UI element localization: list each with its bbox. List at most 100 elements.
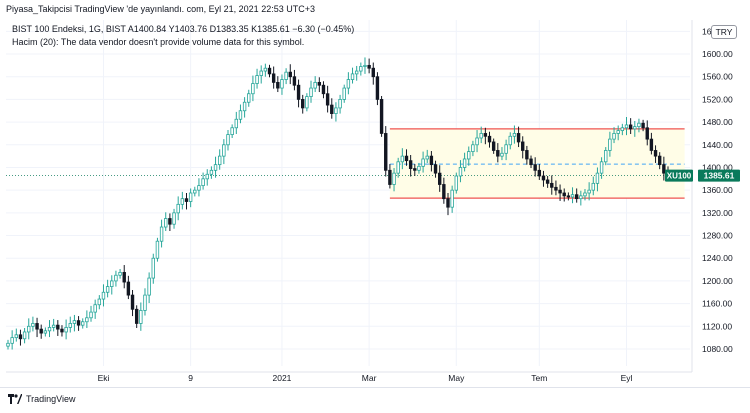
candle-body xyxy=(562,192,566,197)
candle-body xyxy=(284,71,288,80)
candle-body xyxy=(259,70,263,76)
symbol-label: XU100 xyxy=(667,172,692,181)
candle-body xyxy=(263,67,268,72)
candle-body xyxy=(147,277,151,296)
candle-body xyxy=(51,324,56,328)
candle-body xyxy=(633,126,637,130)
candle-body xyxy=(126,281,131,296)
candle-body xyxy=(653,150,658,157)
candle-body xyxy=(550,182,554,188)
candle-body xyxy=(205,173,209,180)
candle-body xyxy=(180,198,185,205)
candle-body xyxy=(247,93,251,103)
last-price-label-bg xyxy=(698,169,740,182)
candle-body xyxy=(93,304,97,313)
currency-badge[interactable]: TRY xyxy=(711,25,737,39)
candle-body xyxy=(388,169,392,185)
candle-body xyxy=(267,67,272,75)
candle-body xyxy=(56,324,60,330)
candle-body xyxy=(458,167,463,177)
candle-body xyxy=(462,158,467,168)
candle-body xyxy=(628,124,633,130)
candle-body xyxy=(143,294,147,311)
candle-body xyxy=(39,328,43,334)
x-tick-label: 2021 xyxy=(273,373,292,383)
candle-body xyxy=(491,141,496,151)
y-tick-label: 1240.00 xyxy=(702,253,733,263)
footer: TradingView xyxy=(8,394,76,404)
candle-body xyxy=(649,138,654,151)
candle-body xyxy=(537,169,542,177)
candle-body xyxy=(408,160,413,170)
candle-body xyxy=(533,164,537,171)
candle-body xyxy=(97,298,102,306)
candle-body xyxy=(608,138,612,151)
candle-body xyxy=(346,79,351,89)
candle-body xyxy=(525,150,529,160)
candle-body xyxy=(442,184,446,200)
candle-body xyxy=(375,76,380,100)
candle-body xyxy=(496,150,500,157)
candle-body xyxy=(105,286,110,293)
candle-body xyxy=(512,133,517,137)
candle-body xyxy=(371,67,375,78)
footer-brand: TradingView xyxy=(26,394,76,404)
candle-body xyxy=(176,203,180,214)
candle-body xyxy=(583,192,587,197)
tradingview-logo-icon xyxy=(8,394,22,404)
candle-body xyxy=(379,99,384,134)
candle-body xyxy=(599,161,604,174)
candle-body xyxy=(151,257,155,279)
footer-divider xyxy=(0,387,750,388)
candle-body xyxy=(238,110,243,120)
candle-body xyxy=(209,169,214,175)
candle-body xyxy=(313,81,317,89)
candle-body xyxy=(10,337,14,344)
candle-body xyxy=(130,294,135,310)
candle-body xyxy=(637,122,641,128)
candle-body xyxy=(35,323,39,330)
candle-body xyxy=(280,79,284,89)
candle-body xyxy=(22,331,27,340)
candle-body xyxy=(338,99,342,109)
candle-body xyxy=(60,328,64,333)
publisher-line: Piyasa_Takipcisi TradingView 'de yayınla… xyxy=(6,4,315,14)
candle-body xyxy=(479,133,483,139)
candle-body xyxy=(76,320,81,326)
candle-body xyxy=(454,175,459,191)
candle-body xyxy=(591,182,595,191)
candle-body xyxy=(330,104,334,114)
candle-body xyxy=(305,96,309,109)
candle-body xyxy=(521,141,525,151)
candle-body xyxy=(545,179,550,184)
y-tick-label: 1600.00 xyxy=(702,49,733,59)
candle-body xyxy=(27,325,31,333)
candle-body xyxy=(354,70,359,75)
candle-body xyxy=(467,151,471,160)
y-tick-label: 1320.00 xyxy=(702,208,733,218)
x-tick-label: Tem xyxy=(531,373,547,383)
last-price-label: 1385.61 xyxy=(704,171,735,181)
candle-body xyxy=(251,83,255,95)
candle-body xyxy=(193,189,197,194)
y-tick-label: 1080.00 xyxy=(702,344,733,354)
candle-body xyxy=(18,334,23,340)
candle-body xyxy=(188,192,193,202)
candle-body xyxy=(471,144,475,152)
candle-body xyxy=(213,164,218,171)
candle-body xyxy=(579,195,583,200)
y-tick-label: 1200.00 xyxy=(702,276,733,286)
candle-body xyxy=(475,137,479,146)
candle-body xyxy=(359,66,363,72)
x-tick-label: Eki xyxy=(98,373,110,383)
candle-body xyxy=(31,323,35,327)
candle-body xyxy=(234,118,239,129)
y-tick-label: 1480.00 xyxy=(702,117,733,127)
candle-body xyxy=(159,226,164,242)
candle-body xyxy=(317,81,322,86)
candle-body xyxy=(172,212,176,225)
candle-body xyxy=(425,155,429,160)
candle-body xyxy=(64,327,68,333)
candle-body xyxy=(47,327,52,332)
